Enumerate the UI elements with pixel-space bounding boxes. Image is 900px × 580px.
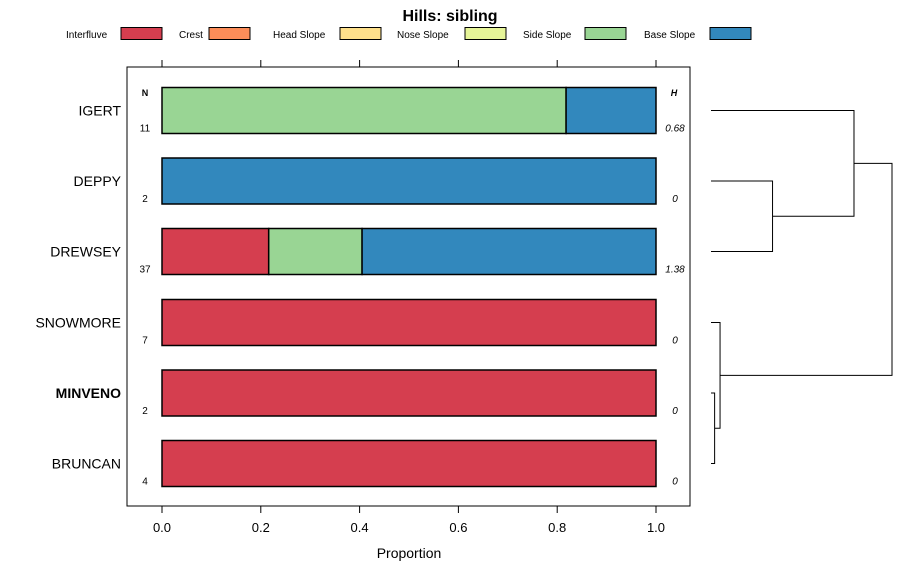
legend-swatch: [709, 27, 752, 40]
bar-segment: [161, 298, 657, 347]
n-value: 4: [142, 477, 148, 488]
category-label: BRUNCAN: [52, 456, 121, 472]
legend-label: Interfluve: [66, 30, 108, 41]
bar-segment: [161, 86, 567, 135]
h-value: 1.38: [665, 265, 685, 276]
x-tick-label: 0.6: [449, 520, 467, 535]
legend-swatch: [208, 27, 251, 40]
h-header: H: [671, 88, 678, 98]
dendrogram-link: [711, 322, 721, 429]
bars: [161, 86, 657, 488]
bar-segment: [267, 227, 363, 276]
x-tick-label: 0.2: [252, 520, 270, 535]
legend: Interfluve Crest Head Slope Nose Slope Side …: [66, 27, 752, 41]
legend-label: Head Slope: [273, 30, 326, 41]
legend-swatch: [120, 27, 163, 40]
category-label: DREWSEY: [50, 244, 121, 260]
bar-segment: [161, 227, 270, 276]
h-value: 0.68: [665, 124, 685, 135]
n-value: 2: [142, 194, 148, 205]
chart-title: Hills: sibling: [402, 8, 497, 25]
category-label: DEPPY: [74, 173, 122, 189]
x-tick-label: 0.8: [548, 520, 566, 535]
legend-label: Crest: [179, 30, 203, 41]
category-label: IGERT: [78, 103, 121, 119]
bar-segment: [161, 439, 657, 488]
bar-segment: [565, 86, 657, 135]
category-label: MINVENO: [56, 385, 121, 401]
x-tick-label: 0.0: [153, 520, 171, 535]
dendrogram-link: [720, 162, 893, 376]
dendrogram-link: [711, 180, 774, 252]
h-value: 0: [672, 194, 678, 205]
legend-swatch: [339, 27, 382, 40]
category-label: SNOWMORE: [35, 315, 121, 331]
axes: 0.0 0.2 0.4 0.6 0.8 1.0: [153, 60, 665, 535]
x-tick-label: 0.4: [351, 520, 369, 535]
h-value: 0: [672, 477, 678, 488]
h-value: 0: [672, 406, 678, 417]
n-header: N: [142, 88, 149, 98]
bar-segment: [361, 227, 657, 276]
dendrogram-link: [711, 392, 716, 464]
x-axis-label: Proportion: [377, 545, 442, 561]
h-value: 0: [672, 336, 678, 347]
n-value: 11: [140, 124, 151, 135]
plot-area: [126, 66, 691, 507]
legend-swatch: [584, 27, 627, 40]
bar-segment: [161, 369, 657, 417]
n-value: 37: [139, 265, 151, 276]
category-labels: IGERT DEPPY DREWSEY SNOWMORE MINVENO BRUNCAN: [35, 103, 121, 472]
annotations: N H 11 0.68 2 0 37 1.38 7 0 2 0 4 0: [139, 88, 685, 488]
legend-swatch: [464, 27, 507, 40]
legend-label: Side Slope: [523, 30, 572, 41]
dendrogram-link: [711, 110, 855, 217]
legend-label: Base Slope: [644, 30, 696, 41]
bar-segment: [161, 157, 657, 205]
legend-label: Nose Slope: [397, 30, 449, 41]
n-value: 2: [142, 406, 148, 417]
dendrogram: [711, 110, 893, 464]
n-value: 7: [142, 336, 148, 347]
x-tick-label: 1.0: [647, 520, 665, 535]
